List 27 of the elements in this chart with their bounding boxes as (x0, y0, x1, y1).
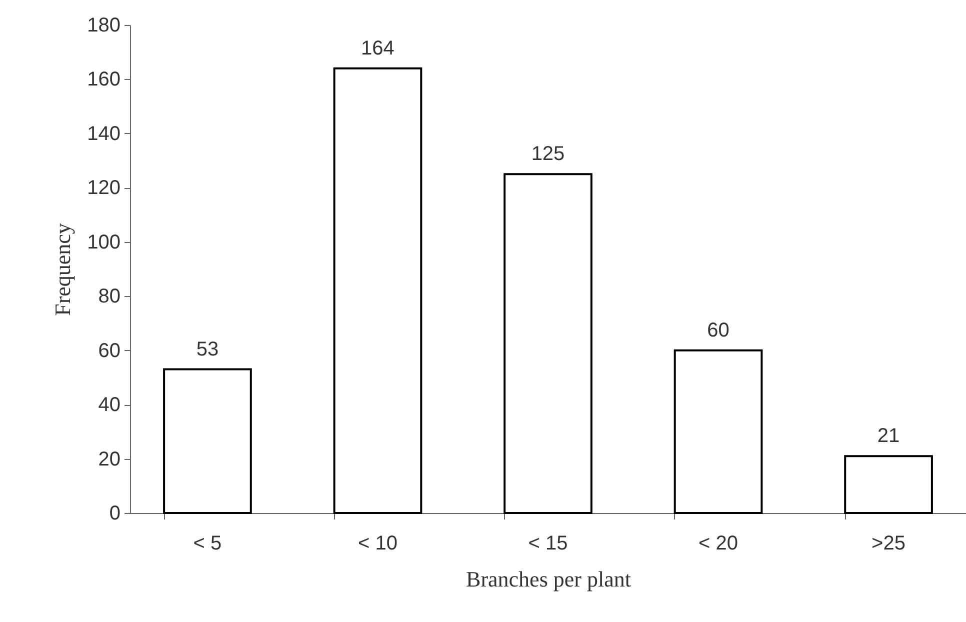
data-label: 21 (877, 425, 900, 448)
bar (674, 349, 763, 514)
y-tick-label: 40 (98, 394, 120, 416)
y-tick-label: 0 (109, 502, 120, 524)
x-tick-label: < 5 (193, 532, 222, 554)
x-axis-title: Branches per plant (466, 566, 631, 592)
bar (333, 67, 422, 514)
data-label: 125 (531, 143, 565, 166)
bar (504, 173, 592, 514)
y-tick-label: 80 (98, 286, 120, 308)
y-tick-label: 100 (87, 231, 120, 254)
y-tick-label: 120 (87, 177, 120, 200)
x-tick-label: >25 (872, 532, 906, 554)
x-tick-label: < 10 (358, 532, 398, 554)
y-tick-label: 20 (98, 448, 120, 470)
bar (163, 368, 252, 514)
data-label: 53 (196, 338, 219, 360)
y-tick-label: 180 (87, 14, 120, 36)
y-tick-label: 140 (87, 122, 120, 145)
bar (844, 455, 933, 514)
y-tick-label: 60 (98, 340, 120, 362)
y-tick-label: 160 (87, 68, 120, 91)
x-tick-label: < 20 (698, 532, 738, 554)
data-label: 60 (707, 319, 730, 342)
data-label: 164 (361, 37, 394, 60)
y-axis-title: Frequency (50, 223, 76, 316)
x-tick-label: < 15 (528, 532, 568, 554)
